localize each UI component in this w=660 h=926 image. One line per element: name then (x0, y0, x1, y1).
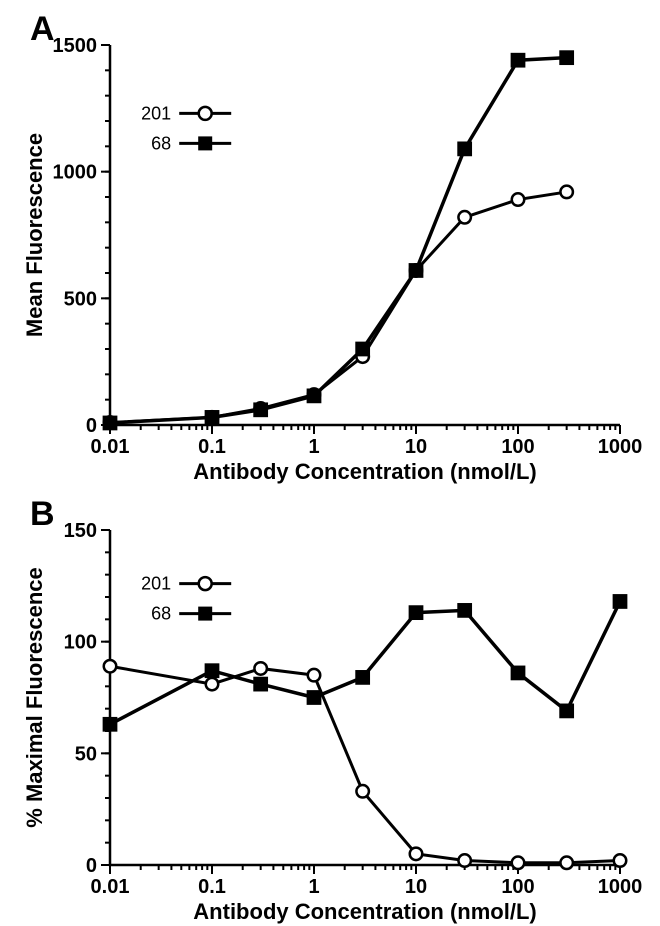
svg-text:1000: 1000 (598, 436, 643, 458)
svg-text:0.1: 0.1 (198, 436, 226, 458)
svg-text:0.01: 0.01 (91, 436, 130, 458)
svg-text:100: 100 (501, 876, 534, 898)
svg-text:A: A (30, 10, 55, 48)
svg-text:1000: 1000 (598, 876, 643, 898)
svg-text:1: 1 (308, 876, 319, 898)
svg-text:Mean Fluorescence: Mean Fluorescence (22, 133, 47, 337)
svg-text:10: 10 (405, 876, 427, 898)
svg-text:100: 100 (501, 436, 534, 458)
svg-text:% Maximal Fluorescence: % Maximal Fluorescence (22, 567, 47, 827)
svg-text:68: 68 (151, 133, 171, 153)
svg-text:150: 150 (64, 520, 97, 542)
svg-text:50: 50 (75, 743, 97, 765)
svg-text:1500: 1500 (53, 35, 98, 57)
svg-text:B: B (30, 495, 55, 533)
figure-svg: 0500100015000.010.11101001000Antibody Co… (0, 0, 660, 926)
svg-text:201: 201 (141, 574, 171, 594)
svg-text:0.1: 0.1 (198, 876, 226, 898)
svg-text:1000: 1000 (53, 162, 98, 184)
svg-text:0: 0 (86, 415, 97, 437)
svg-text:10: 10 (405, 436, 427, 458)
svg-text:1: 1 (308, 436, 319, 458)
svg-text:Antibody Concentration (nmol/L: Antibody Concentration (nmol/L) (193, 899, 536, 924)
svg-text:0.01: 0.01 (91, 876, 130, 898)
svg-text:100: 100 (64, 632, 97, 654)
svg-text:500: 500 (64, 288, 97, 310)
figure-container: 0500100015000.010.11101001000Antibody Co… (0, 0, 660, 926)
svg-text:68: 68 (151, 604, 171, 624)
svg-text:Antibody Concentration (nmol/L: Antibody Concentration (nmol/L) (193, 459, 536, 484)
svg-text:0: 0 (86, 855, 97, 877)
svg-text:201: 201 (141, 103, 171, 123)
